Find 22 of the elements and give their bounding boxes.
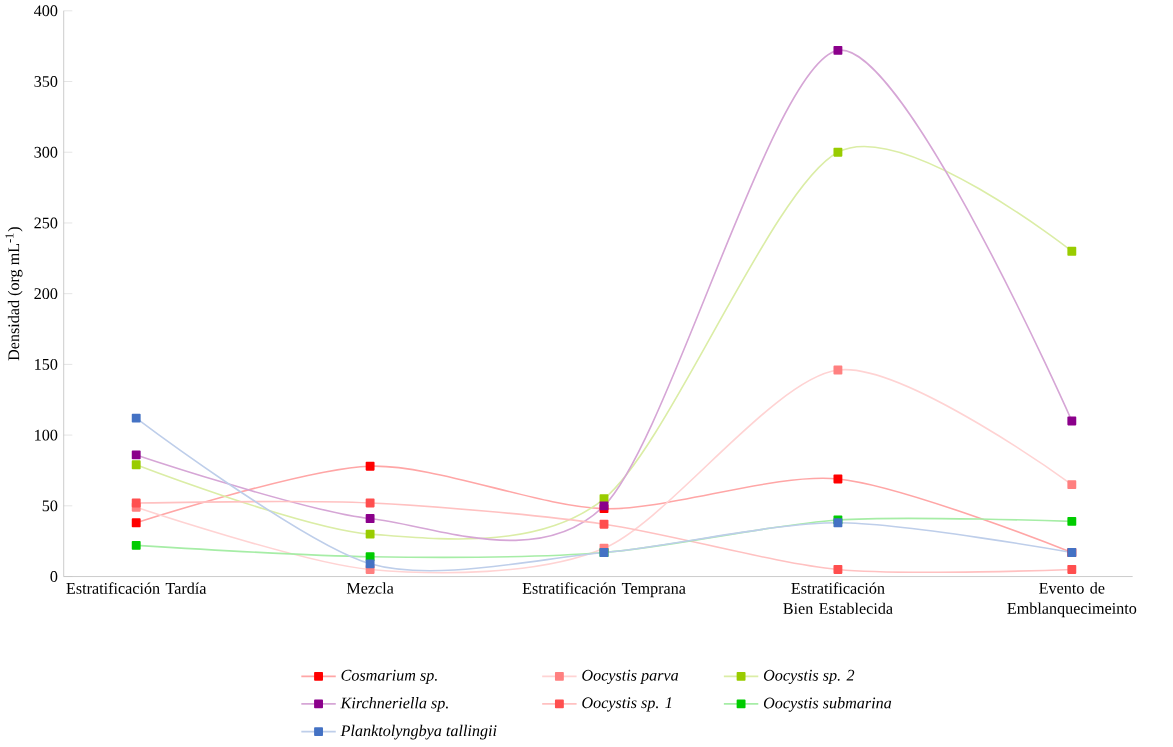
legend-label: Kirchneriella sp. bbox=[340, 697, 448, 712]
legend-label: Oocystis sp. 1 bbox=[582, 697, 672, 712]
x-tick-label: Mezcla bbox=[346, 582, 394, 594]
y-tick-label: 200 bbox=[34, 288, 58, 300]
legend-label: Planktolyngbya tallingii bbox=[340, 725, 497, 740]
x-tick-label: Estratificación Tardía bbox=[66, 582, 207, 595]
x-tick-label: Estratificación Bien Establecida bbox=[783, 582, 893, 615]
x-tick-label: Evento de Emblanquecimeinto bbox=[1007, 582, 1137, 618]
x-tick-label: Estratificación Temprana bbox=[522, 582, 686, 598]
y-tick-label: 150 bbox=[35, 359, 58, 371]
y-axis-title: Densidad (org mL$^{-1}$) bbox=[5, 227, 23, 361]
y-tick-label: 100 bbox=[35, 429, 58, 441]
y-tick-label: 50 bbox=[42, 500, 58, 512]
legend-label: Cosmarium sp. bbox=[341, 670, 437, 685]
y-tick-label: 0 bbox=[50, 571, 58, 583]
y-tick-label: 300 bbox=[34, 147, 58, 158]
legend-label: Oocystis submarina bbox=[763, 697, 892, 713]
y-tick-label: 350 bbox=[34, 76, 58, 88]
y-tick-label: 400 bbox=[34, 5, 58, 17]
legend-label: Oocystis parva bbox=[582, 670, 679, 685]
y-tick-label: 250 bbox=[34, 217, 58, 229]
legend-label: Oocystis sp. 2 bbox=[763, 670, 855, 685]
